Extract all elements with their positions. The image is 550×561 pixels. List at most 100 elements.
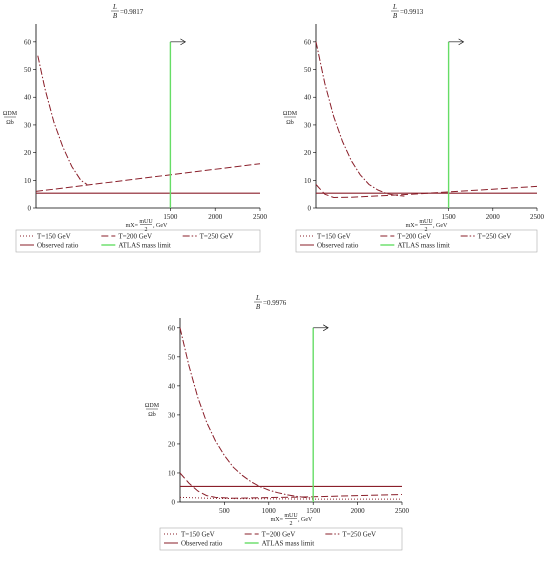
- title-value: =0.9976: [263, 299, 287, 307]
- y-tick-label: 50: [24, 66, 32, 74]
- title-value: =0.9817: [120, 8, 144, 16]
- y-label-numerator: ΩDM: [145, 403, 160, 409]
- legend-label-1: T=150 GeV: [37, 233, 71, 241]
- x-tick-label: 2500: [253, 213, 268, 221]
- series-line-2: [35, 163, 261, 192]
- series-line-3: [315, 41, 405, 197]
- legend-label-2: T=200 GeV: [118, 233, 152, 241]
- legend-label-4: Observed ratio: [37, 242, 79, 250]
- x-axis-label: mX=mUU 2 , GeV: [271, 513, 313, 527]
- x-label-denominator: 2: [290, 521, 293, 527]
- chart-panel-2: 0 10 20 30 40 50 60 1500 2000 2500 LB =0.9913 ΩDM Ωb m…: [283, 3, 545, 253]
- x-tick-label: 2500: [395, 507, 410, 515]
- x-tick-label: 2000: [208, 213, 223, 221]
- x-tick-label: 2000: [351, 507, 366, 515]
- x-label-numerator: mUU: [419, 219, 433, 225]
- y-label-numerator: ΩDM: [3, 111, 18, 117]
- chart-title: LB =0.9913: [391, 3, 424, 20]
- y-tick-label: 60: [304, 38, 312, 46]
- x-tick-label: 1500: [442, 213, 457, 221]
- x-label-numerator: mUU: [284, 513, 298, 519]
- legend: T=150 GeV T=200 GeV T=250 GeV Observed rati…: [159, 527, 403, 551]
- series-line-3: [179, 327, 314, 499]
- title-denominator: B: [256, 303, 261, 311]
- legend-label-1: T=150 GeV: [181, 531, 215, 539]
- y-tick-label: 20: [304, 149, 312, 157]
- y-tick-label: 0: [172, 499, 176, 507]
- title-numerator: L: [112, 3, 117, 11]
- legend: T=150 GeV T=200 GeV T=250 GeV Observed rati…: [15, 229, 261, 253]
- x-tick-label: 2500: [530, 213, 545, 221]
- title-value: =0.9913: [400, 8, 424, 16]
- series-line-2: [179, 472, 403, 499]
- y-tick-label: 50: [304, 66, 312, 74]
- y-tick-label: 20: [168, 440, 176, 448]
- chart-title: LB =0.9976: [254, 294, 287, 311]
- atlas-arrow-head: [323, 324, 329, 332]
- y-tick-label: 30: [304, 121, 312, 129]
- legend-label-3: T=250 GeV: [200, 233, 234, 241]
- title-numerator: L: [392, 3, 397, 11]
- legend-label-5: ATLAS mass limit: [262, 540, 315, 548]
- series-line-1: [179, 496, 402, 500]
- y-tick-label: 60: [168, 324, 176, 332]
- y-tick-label: 50: [168, 353, 176, 361]
- y-tick-label: 30: [24, 121, 32, 129]
- legend-label-5: ATLAS mass limit: [397, 242, 450, 250]
- x-label-unit: , GeV: [433, 223, 448, 229]
- atlas-arrow-head: [458, 38, 465, 46]
- legend-label-2: T=200 GeV: [397, 233, 431, 241]
- y-axis-label: ΩDM Ωb: [3, 111, 18, 126]
- title-numerator: L: [255, 294, 260, 302]
- y-tick-label: 0: [28, 205, 32, 213]
- title-denominator: B: [113, 12, 118, 20]
- legend-label-4: Observed ratio: [181, 540, 223, 548]
- x-label-lhs: mX=: [406, 223, 419, 229]
- x-tick-label: 1500: [163, 213, 178, 221]
- x-label-lhs: mX=: [271, 517, 284, 523]
- series-line-2: [315, 184, 538, 199]
- legend: T=150 GeV T=200 GeV T=250 GeV Observed rati…: [295, 229, 538, 253]
- y-tick-label: 10: [168, 469, 176, 477]
- y-tick-label: 10: [24, 177, 32, 185]
- legend-label-3: T=250 GeV: [342, 531, 376, 539]
- x-tick-label: 2000: [486, 213, 501, 221]
- legend-label-2: T=200 GeV: [262, 531, 296, 539]
- legend-label-1: T=150 GeV: [317, 233, 351, 241]
- x-tick-label: 500: [219, 507, 230, 515]
- y-axis-label: ΩDM Ωb: [145, 403, 160, 418]
- y-label-denominator: Ωb: [6, 120, 13, 126]
- x-label-numerator: mUU: [139, 219, 153, 225]
- y-tick-label: 40: [168, 382, 176, 390]
- atlas-arrow-head: [180, 38, 186, 46]
- chart-panel-1: 0 10 20 30 40 50 60 1500 2000 2500 LB =0.9817 ΩDM Ωb m…: [3, 3, 268, 253]
- y-tick-label: 40: [24, 94, 32, 102]
- y-axis-label: ΩDM Ωb: [283, 111, 298, 126]
- y-tick-label: 30: [168, 411, 176, 419]
- chart-panel-3: 0 10 20 30 40 50 60 500 1000 1500 2000 2500 LB =0.997…: [145, 294, 410, 551]
- y-tick-label: 20: [24, 149, 32, 157]
- legend-label-5: ATLAS mass limit: [118, 242, 171, 250]
- title-denominator: B: [393, 12, 398, 20]
- y-tick-label: 60: [24, 38, 32, 46]
- legend-label-4: Observed ratio: [317, 242, 359, 250]
- x-tick-label: 1500: [306, 507, 321, 515]
- x-label-unit: , GeV: [153, 223, 168, 229]
- x-label-lhs: mX=: [126, 223, 139, 229]
- y-tick-label: 40: [304, 94, 312, 102]
- chart-title: LB =0.9817: [111, 3, 144, 20]
- x-label-unit: , GeV: [298, 517, 313, 523]
- y-tick-label: 0: [308, 205, 312, 213]
- legend-label-3: T=250 GeV: [478, 233, 512, 241]
- series-line-3: [37, 55, 88, 185]
- y-label-numerator: ΩDM: [283, 111, 298, 117]
- y-tick-label: 10: [304, 177, 312, 185]
- y-label-denominator: Ωb: [148, 412, 155, 418]
- x-tick-label: 1000: [262, 507, 277, 515]
- y-label-denominator: Ωb: [286, 120, 293, 126]
- legend-box: [15, 229, 261, 253]
- legend-box: [295, 229, 538, 253]
